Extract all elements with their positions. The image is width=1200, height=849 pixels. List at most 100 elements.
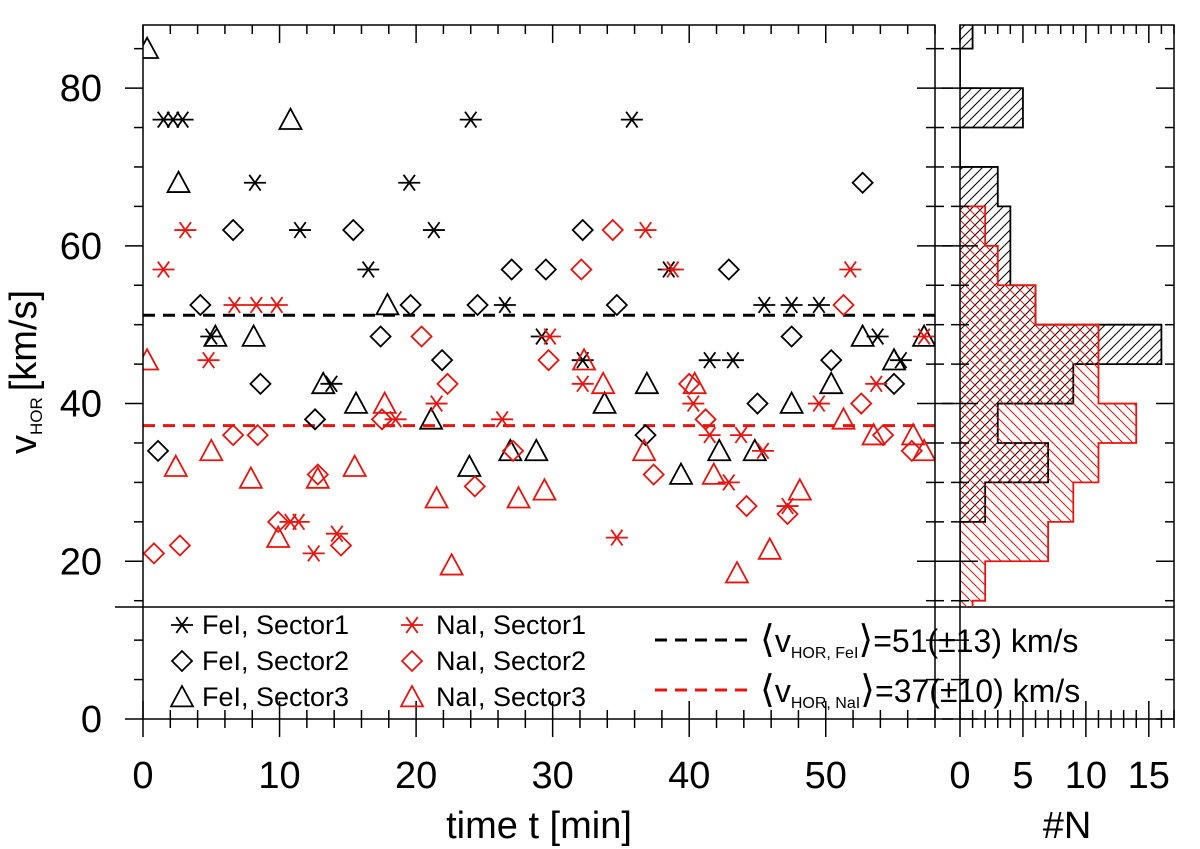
data-point xyxy=(466,293,489,317)
y-axis-label-sub: HOR xyxy=(27,397,46,435)
hist-bar xyxy=(960,166,998,207)
hist-x-tick-label: 5 xyxy=(1012,755,1033,797)
data-point xyxy=(277,106,303,130)
data-point xyxy=(634,423,657,447)
data-point xyxy=(143,347,160,371)
y-axis-label-unit: [km/s] xyxy=(3,290,45,391)
data-point xyxy=(357,261,380,278)
data-point xyxy=(306,463,330,486)
y-tick-label: 40 xyxy=(60,384,102,426)
data-point xyxy=(730,426,753,444)
hist-bar xyxy=(960,600,973,607)
data-point xyxy=(620,111,643,129)
data-point xyxy=(491,410,514,428)
hist-x-axis-label: #N xyxy=(1043,805,1092,847)
hist-bar xyxy=(960,88,1023,128)
data-point xyxy=(631,437,657,462)
data-point xyxy=(605,293,629,317)
data-point xyxy=(866,328,889,345)
data-point xyxy=(735,494,758,518)
data-point xyxy=(302,544,325,562)
data-point xyxy=(243,174,266,192)
data-point xyxy=(163,453,189,477)
data-point xyxy=(398,174,421,192)
data-point xyxy=(818,370,844,395)
data-point xyxy=(571,218,594,242)
data-point xyxy=(634,370,660,395)
data-point xyxy=(410,325,433,348)
x-tick-label: 50 xyxy=(805,755,847,797)
legend-label: NaI, Sector3 xyxy=(436,682,586,712)
data-point xyxy=(320,375,343,393)
data-point xyxy=(370,408,394,431)
data-point xyxy=(501,439,525,463)
data-point xyxy=(372,390,398,414)
data-point xyxy=(839,261,862,278)
y-tick-label: 20 xyxy=(60,541,102,583)
x-tick-label: 10 xyxy=(258,755,300,797)
data-point xyxy=(634,221,657,239)
data-point xyxy=(146,439,170,463)
data-point xyxy=(780,296,803,314)
data-point xyxy=(374,292,400,316)
data-point xyxy=(832,293,855,317)
hist-bar xyxy=(960,364,1099,404)
data-point xyxy=(463,475,487,498)
data-point xyxy=(246,423,269,447)
data-point xyxy=(882,372,906,396)
hist-bar xyxy=(960,561,986,601)
data-point xyxy=(424,485,450,509)
data-point xyxy=(590,370,616,395)
data-point xyxy=(310,370,336,395)
data-point xyxy=(343,390,369,414)
data-point xyxy=(152,261,175,278)
data-point xyxy=(682,370,708,395)
data-point xyxy=(436,372,459,396)
data-point xyxy=(221,218,245,242)
data-point xyxy=(303,408,327,431)
data-point xyxy=(537,348,560,372)
data-point xyxy=(241,323,267,347)
data-point xyxy=(430,348,454,372)
data-point xyxy=(751,442,774,460)
data-point xyxy=(746,392,769,415)
y-tick-label: 80 xyxy=(60,68,102,110)
data-point xyxy=(779,390,805,414)
legend: FeI, Sector1 FeI, Sector2 FeI, Sector3 NaI,… xyxy=(169,610,1080,712)
data-point xyxy=(753,296,776,314)
hist-bar xyxy=(960,482,1074,522)
data-point xyxy=(342,218,365,242)
data-point xyxy=(287,513,310,531)
data-point xyxy=(851,171,874,195)
data-point xyxy=(202,323,228,347)
data-point xyxy=(694,408,717,431)
data-point xyxy=(605,529,628,547)
data-point xyxy=(776,497,799,515)
data-point xyxy=(701,461,727,485)
data-point xyxy=(849,392,873,415)
data-point xyxy=(506,485,532,509)
data-point xyxy=(399,293,422,317)
data-point xyxy=(807,395,830,412)
data-point xyxy=(570,258,593,281)
legend-marker xyxy=(400,649,424,673)
legend-label: FeI, Sector2 xyxy=(202,646,349,676)
x-tick-label: 0 xyxy=(132,755,153,797)
legend-marker xyxy=(169,684,195,708)
data-point xyxy=(265,296,288,314)
mean-lines xyxy=(143,313,935,428)
hist-x-tick-label: 0 xyxy=(949,755,970,797)
y-axis-label-var: v xyxy=(3,435,45,454)
data-point xyxy=(780,325,803,348)
data-point xyxy=(534,258,558,281)
legend-mean-label: ⟨vHOR, FeI⟩=51(±13) km/s xyxy=(760,619,1078,662)
data-point xyxy=(325,525,348,543)
data-point xyxy=(881,347,907,371)
legend-label: FeI, Sector1 xyxy=(202,610,349,640)
legend-label: NaI, Sector2 xyxy=(436,646,586,676)
data-point xyxy=(724,560,750,584)
x-axis-label: time t [min] xyxy=(446,805,632,847)
data-point xyxy=(721,351,744,369)
data-point xyxy=(171,111,194,129)
